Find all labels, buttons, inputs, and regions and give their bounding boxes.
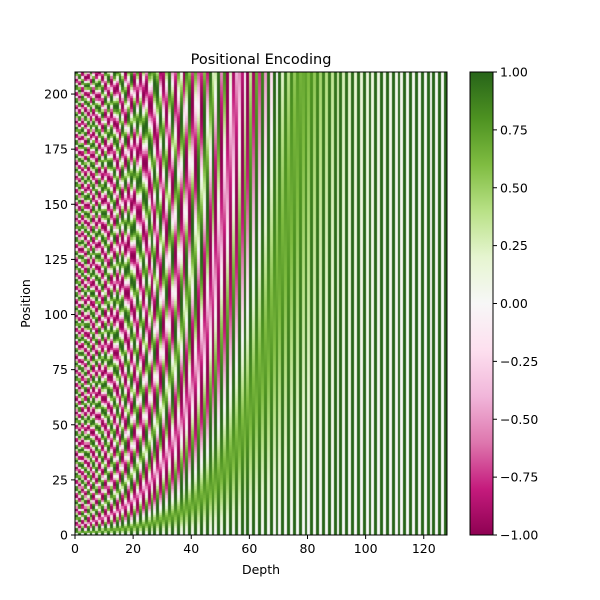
colorbar-tick-label: 1.00 [500,65,528,80]
y-tick-label: 75 [52,362,68,377]
plot-frame [74,71,448,536]
colorbar-tick-label: −0.25 [500,354,538,369]
y-tick-label: 25 [52,472,68,487]
colorbar-tick-label: −0.75 [500,470,538,485]
x-tick-label: 80 [300,541,316,556]
heatmap-cells [75,72,447,535]
x-tick-label: 0 [71,541,79,556]
colorbar-tick-label: −1.00 [500,528,538,543]
y-tick-label: 175 [44,142,68,157]
y-axis-ticks: 0 25 50 75 100 125 150 175 200 [44,87,75,543]
x-tick-label: 60 [241,541,257,556]
colorbar [470,72,493,535]
x-axis-ticks: 0 20 40 60 80 100 120 [71,535,436,556]
colorbar-tick-label: −0.50 [500,412,538,427]
y-tick-label: 100 [44,307,68,322]
x-axis-label: Depth [242,562,280,577]
chart-title: Positional Encoding [191,52,332,68]
y-axis-label: Position [18,279,33,328]
x-tick-label: 40 [183,541,199,556]
y-tick-label: 150 [44,197,68,212]
x-tick-label: 20 [125,541,141,556]
x-tick-label: 120 [412,541,436,556]
y-tick-label: 125 [44,252,68,267]
colorbar-tick-label: 0.50 [500,180,528,195]
colorbar-ticks: 1.00 0.75 0.50 0.25 0.00 −0.25 −0.50 −0.75 −1.00 [493,65,538,543]
y-tick-label: 0 [60,528,68,543]
x-tick-label: 100 [354,541,378,556]
colorbar-tick-label: 0.25 [500,238,528,253]
colorbar-tick-label: 0.75 [500,122,528,137]
y-tick-label: 200 [44,87,68,102]
y-tick-label: 50 [52,417,68,432]
colorbar-tick-label: 0.00 [500,296,528,311]
